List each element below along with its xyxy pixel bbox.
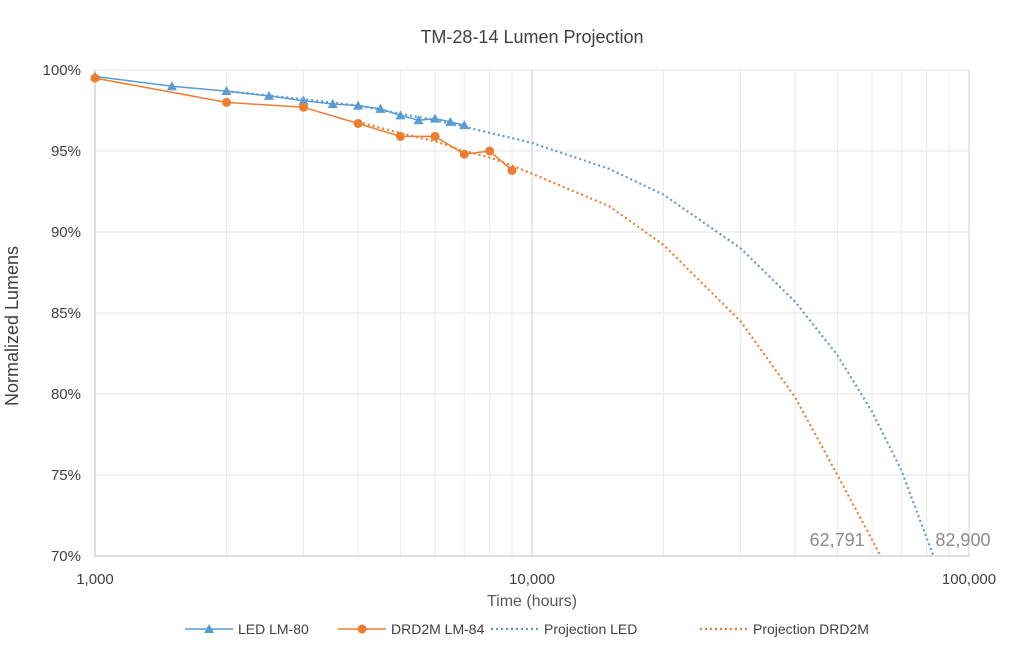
y-tick-label: 70% <box>51 548 81 565</box>
series-projection-drd2m <box>357 120 882 557</box>
x-tick-label: 10,000 <box>509 571 555 588</box>
data-point <box>413 115 424 125</box>
annotations: 62,791 82,900 <box>810 530 991 550</box>
data-point <box>298 95 309 105</box>
legend-label: DRD2M LM-84 <box>391 621 485 637</box>
data-point <box>221 86 232 96</box>
data-point <box>485 146 495 156</box>
legend: LED LM-80 DRD2M LM-84 Projection LED Projec… <box>185 621 869 637</box>
data-point <box>166 81 177 91</box>
data-point <box>395 110 406 120</box>
data-point <box>507 165 517 175</box>
legend-item: DRD2M LM-84 <box>338 621 485 637</box>
legend-label: Projection LED <box>544 621 637 637</box>
series-line <box>94 75 465 126</box>
gridlines <box>94 69 970 557</box>
legend-marker <box>357 624 367 634</box>
y-tick-label: 85% <box>51 305 81 322</box>
data-point <box>430 131 440 141</box>
data-point <box>90 73 100 83</box>
y-tick-label: 75% <box>51 467 81 484</box>
series-projection-led <box>226 90 935 557</box>
data-point <box>395 131 405 141</box>
annotation-label: 82,900 <box>935 530 990 550</box>
legend-label: LED LM-80 <box>238 621 309 637</box>
series-line <box>226 90 935 557</box>
annotation-label: 62,791 <box>810 530 865 550</box>
legend-item: Projection DRD2M <box>700 621 869 637</box>
x-tick-label: 100,000 <box>942 571 996 588</box>
y-tick-label: 90% <box>51 224 81 241</box>
y-axis-title: Normalized Lumens <box>2 246 22 406</box>
data-point <box>299 102 309 112</box>
chart-title: TM-28-14 Lumen Projection <box>420 27 643 47</box>
data-point <box>375 103 386 113</box>
y-tick-label: 95% <box>51 143 81 160</box>
x-axis-title: Time (hours) <box>487 593 577 610</box>
data-point <box>327 99 338 109</box>
series-led-lm-80 <box>90 71 470 130</box>
x-tick-label: 1,000 <box>76 571 114 588</box>
series-drd2m-lm-84 <box>90 73 517 175</box>
data-point <box>445 116 456 126</box>
data-point <box>353 118 363 128</box>
legend-item: Projection LED <box>491 621 637 637</box>
x-axis-ticks: 1,000 10,000 100,000 <box>76 571 996 588</box>
data-point <box>263 90 274 100</box>
data-point <box>222 97 232 107</box>
data-point <box>353 100 364 110</box>
legend-marker <box>204 624 214 633</box>
data-point <box>459 120 470 130</box>
data-point <box>430 113 441 123</box>
legend-item: LED LM-80 <box>185 621 309 637</box>
y-tick-label: 100% <box>43 62 81 79</box>
plot-series <box>90 71 935 557</box>
data-point <box>459 149 469 159</box>
legend-label: Projection DRD2M <box>753 621 869 637</box>
y-axis-ticks: 100% 95% 90% 85% 80% 75% 70% <box>43 62 81 565</box>
series-line <box>357 120 882 557</box>
y-tick-label: 80% <box>51 386 81 403</box>
